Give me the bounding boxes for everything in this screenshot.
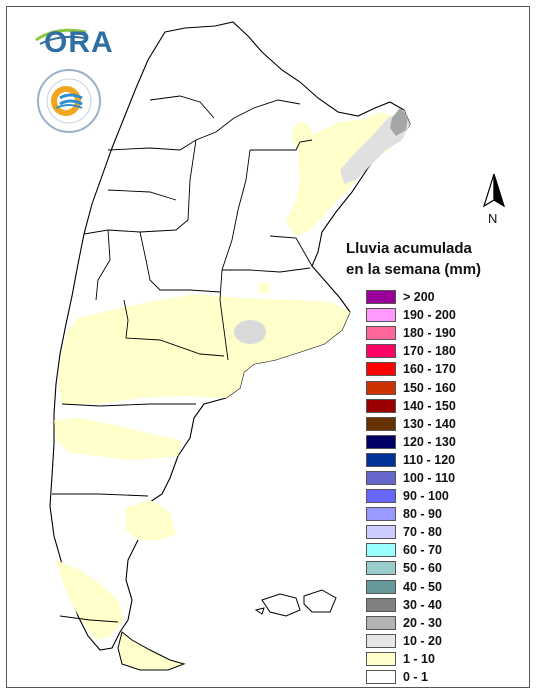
legend-label: 20 - 30 [403,615,442,630]
legend-label: 0 - 1 [403,670,429,685]
legend-swatch [366,579,396,594]
legend-label: 90 - 100 [403,489,449,504]
legend-row: 140 - 150 [366,397,456,415]
province-borders [52,95,313,623]
legend-label: 50 - 60 [403,561,442,576]
rain-area-patagonia [126,500,176,540]
legend-label: 10 - 20 [403,633,442,648]
legend-swatch [366,597,396,612]
legend-swatch [366,398,396,413]
legend-swatch [366,326,396,341]
legend-label: 180 - 190 [403,326,456,341]
legend-row: 130 - 140 [366,415,456,433]
north-label: N [488,211,498,226]
legend-swatch [366,380,396,395]
legend-swatch [366,362,396,377]
legend-label: 170 - 180 [403,344,456,359]
rain-area-misiones-core [390,108,408,136]
rain-spot-north [292,122,312,150]
legend-swatch [366,651,396,666]
legend-row: 0 - 1 [366,668,456,686]
rain-10-30-areas [234,108,410,344]
legend-swatch [366,633,396,648]
legend-swatch [366,470,396,485]
legend-row: 160 - 170 [366,360,456,378]
north-arrow-icon [482,173,506,208]
legend-label: 120 - 130 [403,434,456,449]
legend-row: 1 - 10 [366,650,456,668]
legend-swatch [366,507,396,522]
legend-title-line2: en la semana (mm) [346,261,482,278]
legend-label: 140 - 150 [403,398,456,413]
legend-label: 30 - 40 [403,597,442,612]
legend-swatch [366,543,396,558]
legend-swatch [366,416,396,431]
legend-swatch [366,489,396,504]
legend-row: > 200 [366,288,456,306]
rain-area-far-south [56,560,124,640]
tierra-del-fuego [117,631,186,671]
legend-label: 160 - 170 [403,362,456,377]
legend-swatch [366,561,396,576]
legend-label: 80 - 90 [403,507,442,522]
legend-label: 40 - 50 [403,579,442,594]
legend-row: 190 - 200 [366,306,456,324]
legend-row: 100 - 110 [366,469,456,487]
legend-title-line1: Lluvia acumulada [346,240,472,257]
legend-label: 130 - 140 [403,416,456,431]
legend-row: 120 - 130 [366,433,456,451]
legend-label: 150 - 160 [403,380,456,395]
legend-row: 60 - 70 [366,541,456,559]
legend-swatch [366,670,396,685]
legend-label: 110 - 120 [403,452,456,467]
legend-label: 190 - 200 [403,308,456,323]
legend-row: 180 - 190 [366,324,456,342]
legend-label: > 200 [403,290,435,305]
legend-row: 30 - 40 [366,596,456,614]
legend-row: 110 - 120 [366,451,456,469]
rain-spot-center [258,282,270,294]
legend-label: 60 - 70 [403,543,442,558]
legend-label: 70 - 80 [403,525,442,540]
legend-swatch [366,525,396,540]
legend-swatch [366,344,396,359]
legend-row: 150 - 160 [366,378,456,396]
seal-icon [37,69,101,133]
legend-label: 100 - 110 [403,470,456,485]
legend: > 200 190 - 200 180 - 190 170 - 180 160 - 17… [366,288,456,686]
legend-swatch [366,615,396,630]
legend-row: 80 - 90 [366,505,456,523]
legend-swatch [366,308,396,323]
legend-swatch [366,290,396,305]
legend-row: 10 - 20 [366,632,456,650]
legend-label: 1 - 10 [403,651,435,666]
ora-logo-icon [35,28,87,45]
legend-row: 50 - 60 [366,559,456,577]
legend-row: 40 - 50 [366,578,456,596]
legend-row: 170 - 180 [366,342,456,360]
legend-swatch [366,434,396,449]
legend-swatch [366,452,396,467]
rain-area-buenos-aires [234,320,266,344]
rain-area-coast [54,418,182,460]
legend-row: 20 - 30 [366,614,456,632]
malvinas-islands [254,589,337,617]
legend-title: Lluvia acumulada en la semana (mm) [346,238,481,280]
ora-logo-text: ORA [44,26,114,59]
legend-row: 70 - 80 [366,523,456,541]
rain-area-south-central [58,294,350,404]
legend-row: 90 - 100 [366,487,456,505]
